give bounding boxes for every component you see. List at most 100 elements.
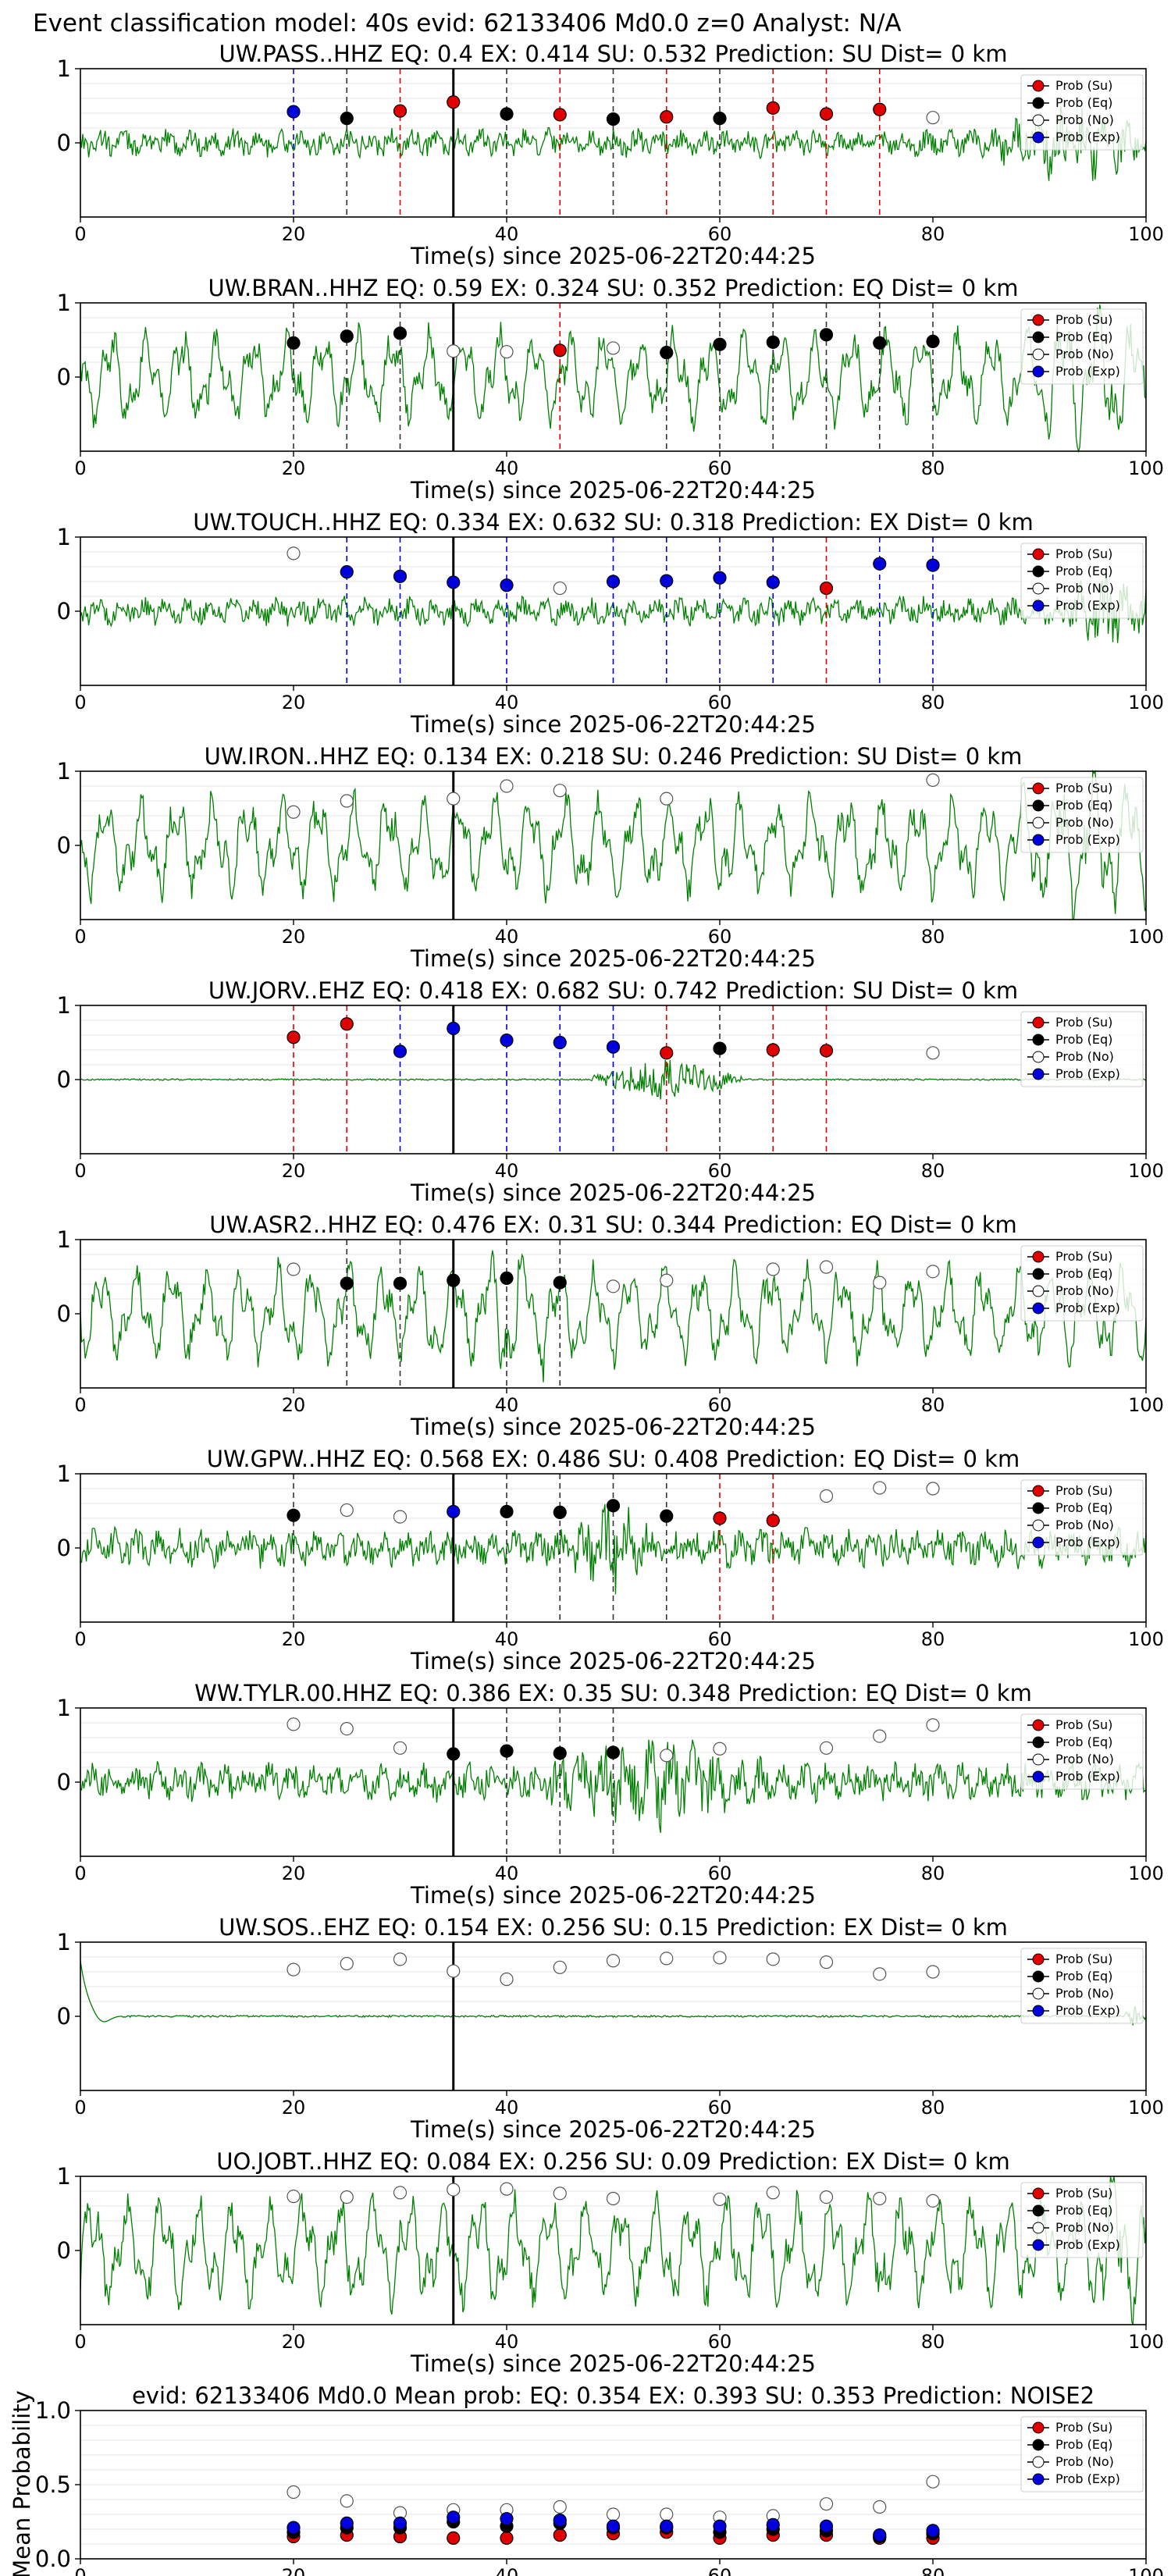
probability-point: [606, 2191, 621, 2206]
legend-label: Prob (No): [1055, 1283, 1114, 1298]
legend-box: [1020, 543, 1144, 619]
probability-point: [819, 1044, 834, 1058]
probability-point: [500, 1034, 514, 1048]
legend-label: Prob (Eq): [1055, 2203, 1112, 2218]
x-tick-label: 80: [921, 1628, 945, 1650]
probability-point: [340, 1017, 354, 1031]
y-tick-label: 0: [57, 832, 71, 859]
mean-probability-point: [393, 2516, 408, 2530]
probability-point: [553, 1505, 567, 1520]
panel-title: UW.PASS..HHZ EQ: 0.4 EX: 0.414 SU: 0.532…: [219, 41, 1008, 67]
mean-probability-point: [660, 2519, 674, 2533]
probability-point: [500, 2182, 514, 2196]
x-tick-label: 0: [74, 926, 86, 948]
probability-point: [447, 1964, 461, 1978]
probability-point: [393, 1741, 408, 1755]
panel-title: UW.BRAN..HHZ EQ: 0.59 EX: 0.324 SU: 0.35…: [208, 275, 1018, 301]
probability-point: [660, 110, 674, 124]
probability-point: [819, 1489, 834, 1503]
x-tick-label: 0: [74, 2565, 86, 2576]
legend-label: Prob (Exp): [1055, 832, 1120, 847]
probability-point: [340, 329, 354, 343]
x-tick-label: 40: [495, 2331, 519, 2353]
legend-box: [1020, 1479, 1144, 1556]
mean-probability-point: [606, 2507, 621, 2521]
probability-point: [340, 1503, 354, 1517]
x-tick-label: 0: [74, 1160, 86, 1182]
x-tick-label: 60: [708, 1863, 732, 1884]
mean-probability-point: [819, 2497, 834, 2511]
mean-probability-point: [447, 2510, 461, 2524]
probability-point: [606, 1040, 621, 1054]
probability-point: [393, 1952, 408, 1966]
legend-marker: [1032, 2204, 1045, 2217]
probability-point: [553, 2186, 567, 2201]
x-tick-label: 40: [495, 692, 519, 713]
mean-probability-point: [500, 2531, 514, 2545]
station-panel: UW.ASR2..HHZ EQ: 0.476 EX: 0.31 SU: 0.34…: [57, 1212, 1164, 1440]
probability-point: [926, 334, 940, 348]
x-tick-label: 80: [921, 2097, 945, 2119]
legend-marker: [1032, 1285, 1045, 1297]
legend-marker: [1032, 331, 1045, 343]
x-axis-label: Time(s) since 2025-06-22T20:44:25: [410, 1179, 816, 1206]
x-tick-label: 100: [1128, 2331, 1164, 2353]
panel-title: evid: 62133406 Md0.0 Mean prob: EQ: 0.35…: [132, 2382, 1094, 2409]
mean-probability-point: [340, 2516, 354, 2530]
x-tick-label: 20: [282, 1628, 306, 1650]
panel-title: UW.GPW..HHZ EQ: 0.568 EX: 0.486 SU: 0.40…: [207, 1446, 1020, 1472]
probability-point: [819, 1741, 834, 1755]
probability-point: [553, 784, 567, 798]
legend-label: Prob (No): [1055, 112, 1114, 127]
probability-point: [393, 326, 408, 340]
probability-point: [819, 328, 834, 342]
probability-point: [340, 2190, 354, 2204]
probability-point: [500, 1744, 514, 1758]
x-tick-label: 60: [708, 692, 732, 713]
legend-box: [1020, 1011, 1144, 1087]
probability-point: [713, 337, 727, 351]
legend-marker: [1032, 2473, 1045, 2485]
probability-point: [340, 794, 354, 808]
legend-marker: [1032, 2439, 1045, 2451]
probability-point: [926, 1482, 940, 1496]
probability-point: [606, 1279, 621, 1293]
legend-marker: [1032, 600, 1045, 612]
probability-point: [500, 107, 514, 121]
legend-marker: [1032, 1987, 1045, 2000]
x-tick-label: 80: [921, 692, 945, 713]
y-tick-label: 1: [57, 2163, 71, 2190]
probability-point: [766, 1262, 780, 1276]
station-panel: UW.IRON..HHZ EQ: 0.134 EX: 0.218 SU: 0.2…: [57, 743, 1164, 972]
probability-point: [393, 2186, 408, 2200]
y-tick-label: 1: [57, 1695, 71, 1721]
y-tick-label: 0: [57, 1769, 71, 1795]
legend-marker: [1032, 799, 1045, 812]
legend-label: Prob (Exp): [1055, 598, 1120, 613]
probability-point: [873, 336, 887, 350]
legend-box: [1020, 1245, 1144, 1322]
probability-point: [606, 341, 621, 355]
waveform-trace: [80, 1059, 1147, 1100]
x-tick-label: 80: [921, 223, 945, 245]
x-tick-label: 20: [282, 457, 306, 479]
panel-title: UW.SOS..EHZ EQ: 0.154 EX: 0.256 SU: 0.15…: [219, 1914, 1008, 1941]
mean-probability-point: [553, 2528, 567, 2542]
legend-marker: [1032, 582, 1045, 595]
legend-label: Prob (No): [1055, 2220, 1114, 2235]
probability-point: [766, 575, 780, 589]
x-tick-label: 80: [921, 1160, 945, 1182]
mean-probability-point: [287, 2485, 301, 2500]
x-axis-label: Time(s) since 2025-06-22T20:44:25: [410, 243, 816, 269]
legend-marker: [1032, 1753, 1045, 1766]
waveform-trace: [80, 574, 1147, 643]
probability-point: [713, 1511, 727, 1525]
legend-label: Prob (Eq): [1055, 329, 1112, 344]
waveform-trace: [80, 1503, 1147, 1595]
probability-point: [606, 1745, 621, 1759]
waveform-trace: [80, 2176, 1147, 2325]
x-tick-label: 60: [708, 2097, 732, 2119]
probability-point: [447, 1504, 461, 1519]
probability-point: [926, 1046, 940, 1060]
